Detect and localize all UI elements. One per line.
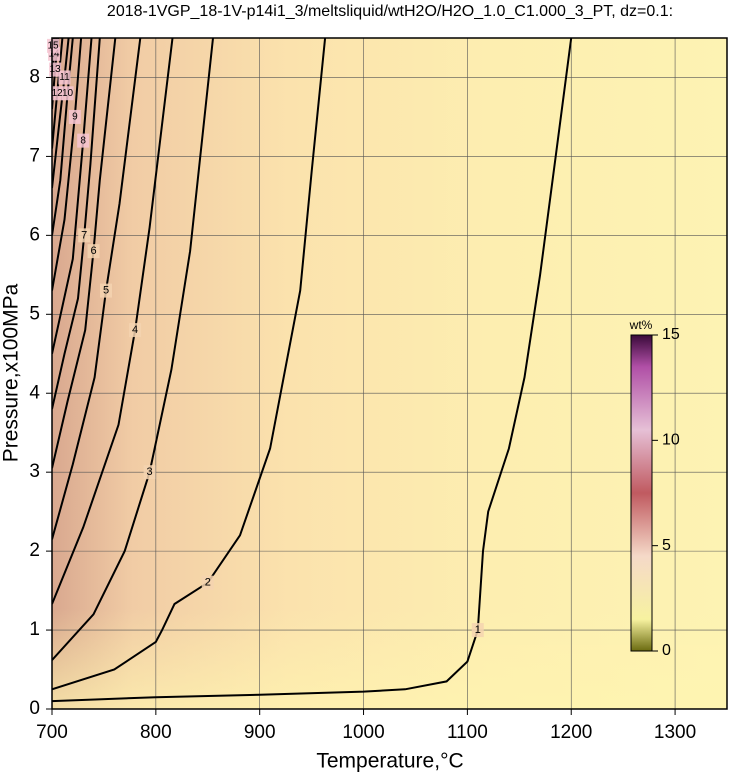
contour-label-bg	[58, 70, 71, 85]
contour-label: 11	[59, 72, 70, 83]
plot-frame	[51, 37, 728, 710]
contour-line	[52, 38, 174, 605]
colorbar-label: wt%	[629, 318, 653, 332]
plot-shade	[52, 38, 727, 709]
contour-label: 1	[475, 624, 481, 636]
colorbar-tick-label: 15	[662, 326, 680, 343]
contour-line	[52, 38, 74, 236]
contour-line	[52, 38, 93, 355]
contour-label-bg	[78, 228, 91, 243]
chart-title: 2018-1VGP_18-1V-p14i1_3/meltsliquid/wtH2…	[107, 3, 673, 20]
contour-label-bg	[51, 86, 64, 101]
contour-label: 15	[47, 41, 59, 52]
y-tick-label: 7	[29, 145, 40, 166]
contour-label: 9	[72, 112, 78, 123]
contour-label: 12	[52, 88, 64, 99]
contour-label-bg	[471, 623, 484, 638]
contour-label-bg	[68, 109, 81, 124]
contour-line	[52, 38, 142, 540]
contour-line	[52, 38, 70, 189]
contour-label: 7	[81, 229, 87, 241]
y-tick-label: 0	[29, 698, 40, 719]
x-tick-label: 1300	[654, 722, 696, 743]
y-tick-label: 8	[29, 66, 40, 87]
contour-label: 13	[50, 64, 62, 75]
contour-label: 10	[62, 88, 74, 99]
x-tick-label: 900	[244, 722, 276, 743]
contour-label: 4	[132, 324, 138, 336]
contour-label: 14	[49, 48, 61, 59]
x-tick-label: 1200	[550, 722, 592, 743]
contour-label-bg	[77, 133, 90, 148]
contour-label-bg	[129, 323, 142, 338]
colorbar-tick-label: 10	[662, 432, 680, 449]
y-axis-label: Pressure,x100MPa	[0, 283, 23, 462]
y-tick-label: 2	[29, 540, 40, 561]
colorbar-tick-label: 0	[662, 642, 671, 659]
contour-label-bg	[100, 283, 112, 298]
contour-label-bg	[143, 465, 156, 480]
contour-line	[52, 38, 101, 410]
contour-label: 3	[147, 466, 153, 478]
contour-label-bg	[201, 575, 214, 590]
contour-label-bg	[47, 38, 60, 53]
contour-label: 2	[205, 577, 211, 589]
y-tick-label: 3	[29, 461, 40, 482]
colorbar	[630, 334, 653, 652]
contour-label-bg	[87, 244, 100, 259]
y-tick-label: 1	[29, 619, 40, 640]
x-tick-label: 1100	[447, 722, 488, 743]
colorbar-tick-label: 5	[662, 537, 671, 554]
contour-label-bg	[61, 86, 74, 101]
contour-label: 6	[90, 245, 96, 257]
y-tick-label: 6	[29, 224, 40, 245]
contour-line	[52, 38, 83, 291]
contour-label: 5	[103, 285, 109, 297]
y-tick-label: 5	[29, 303, 40, 324]
contour-label: 8	[80, 135, 86, 146]
x-axis-label: Temperature,°C	[316, 750, 463, 773]
contour-line	[52, 38, 117, 469]
y-tick-label: 4	[29, 382, 40, 403]
x-tick-label: 1000	[342, 722, 384, 743]
x-tick-label: 800	[140, 722, 172, 743]
x-tick-label: 700	[36, 722, 68, 743]
